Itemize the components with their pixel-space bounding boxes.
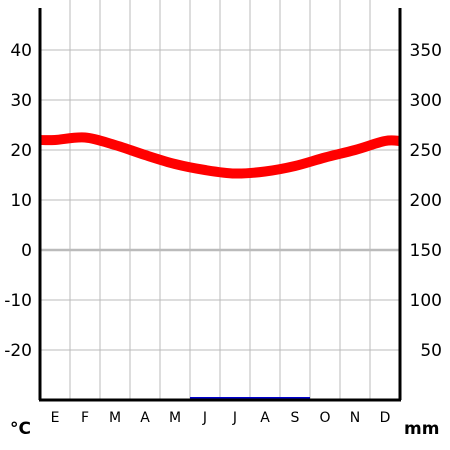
right-axis-tick-label: 50: [420, 341, 442, 361]
temperature-point: [174, 163, 176, 165]
left-axis-tick-label: -20: [4, 341, 32, 361]
right-axis-tick-label: 100: [410, 291, 442, 311]
month-tick-label: M: [109, 410, 121, 426]
month-tick-label: N: [350, 410, 360, 426]
month-tick-label: S: [291, 410, 300, 426]
chart-axes: [38, 8, 402, 402]
temperature-point: [54, 139, 56, 141]
month-tick-label: J: [202, 410, 207, 426]
temperature-line: [39, 132, 401, 179]
right-axis-tick-labels: 350 300 250 200 150 100 50: [410, 41, 442, 361]
left-axis-tick-label: 10: [10, 191, 32, 211]
left-axis-tick-label: 0: [21, 241, 32, 261]
left-axis-tick-labels: 40 30 20 10 0 -10 -20: [4, 41, 32, 361]
temperature-point: [114, 144, 116, 146]
month-tick-label: F: [81, 410, 89, 426]
left-axis-tick-label: -10: [4, 291, 32, 311]
temperature-point: [264, 171, 266, 172]
chart-grid: [40, 0, 400, 400]
right-axis-tick-label: 200: [410, 191, 442, 211]
temperature-point: [204, 169, 206, 171]
left-axis-tick-label: 20: [10, 141, 32, 161]
month-tick-label: D: [380, 410, 391, 426]
left-axis-tick-label: 30: [10, 91, 32, 111]
right-axis-unit-label: mm: [404, 419, 439, 439]
left-axis-unit-label: °C: [10, 419, 31, 439]
month-tick-label: E: [51, 410, 60, 426]
temperature-point: [234, 173, 236, 174]
right-axis-tick-label: 300: [410, 91, 442, 111]
temperature-point: [354, 149, 356, 151]
temperature-series: [39, 132, 401, 179]
left-axis-tick-label: 40: [10, 41, 32, 61]
right-axis-tick-label: 150: [410, 241, 442, 261]
temperature-point: [294, 165, 296, 167]
temperature-point: [324, 157, 326, 158]
month-tick-label: J: [232, 410, 237, 426]
month-tick-label: M: [169, 410, 181, 426]
month-tick-label: A: [260, 410, 270, 426]
right-axis-tick-label: 350: [410, 41, 442, 61]
temperature-point: [144, 154, 146, 156]
temperature-point: [384, 140, 386, 142]
temperature-point: [84, 137, 86, 138]
right-axis-tick-label: 250: [410, 141, 442, 161]
month-tick-label: A: [140, 410, 150, 426]
month-tick-label: O: [319, 410, 330, 426]
